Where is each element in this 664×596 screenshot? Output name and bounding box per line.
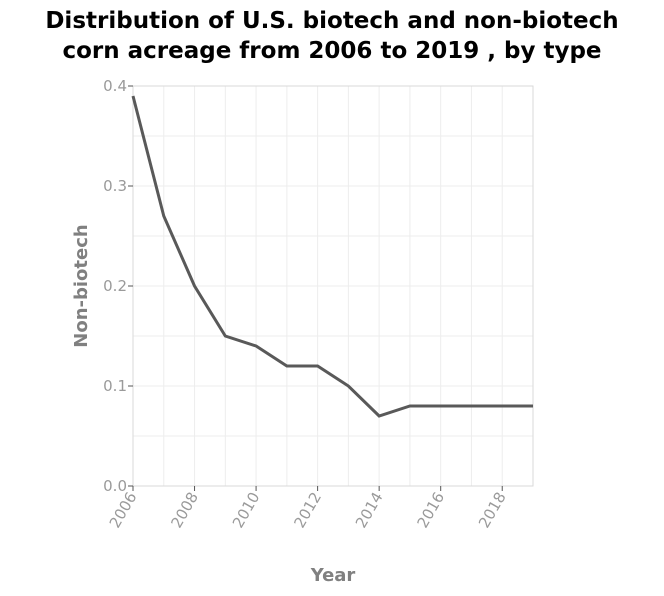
x-tick-label: 2006 (106, 489, 141, 531)
y-axis: 0.0 0.1 0.2 0.3 0.4 (103, 77, 133, 495)
x-tick-label: 2012 (290, 489, 325, 531)
chart-title-line-2: corn acreage from 2006 to 2019 , by type (62, 38, 602, 64)
x-axis: 2006 2008 2010 2012 2014 2016 2018 (106, 486, 510, 531)
y-axis-label: Non-biotech (71, 224, 92, 347)
x-tick-label: 2010 (229, 489, 264, 531)
x-tick-label: 2016 (413, 489, 448, 531)
y-tick-label: 0.0 (103, 477, 127, 495)
x-tick-label: 2014 (352, 489, 387, 531)
x-tick-label: 2018 (475, 489, 510, 531)
x-axis-label: Year (310, 565, 356, 586)
chart-title-line-1: Distribution of U.S. biotech and non-bio… (45, 8, 619, 34)
chart-title: Distribution of U.S. biotech and non-bio… (0, 6, 664, 66)
y-tick-label: 0.4 (103, 77, 127, 95)
y-tick-label: 0.1 (103, 377, 127, 395)
series-group (131, 95, 533, 418)
y-tick-label: 0.3 (103, 177, 127, 195)
x-tick-label: 2008 (167, 489, 202, 531)
series-line (131, 95, 533, 418)
y-tick-label: 0.2 (103, 277, 127, 295)
